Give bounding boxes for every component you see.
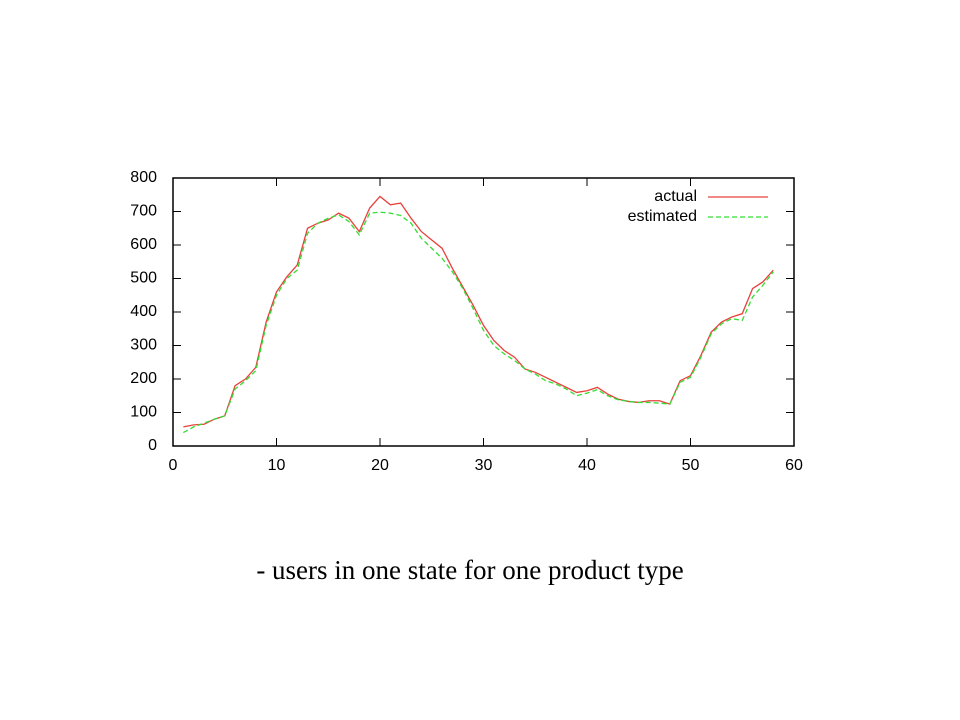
x-tick-label: 10 — [268, 457, 286, 474]
x-tick-label: 0 — [169, 457, 178, 474]
x-tick-label: 50 — [682, 457, 700, 474]
series-line — [183, 195, 774, 428]
y-tick-label: 600 — [130, 236, 157, 253]
legend-label: actual — [654, 188, 697, 205]
x-tick-label: 30 — [475, 457, 493, 474]
y-tick-label: 0 — [148, 437, 157, 454]
y-tick-label: 800 — [130, 169, 157, 186]
x-tick-label: 60 — [785, 457, 803, 474]
legend-label: estimated — [628, 208, 697, 225]
series-line — [183, 211, 774, 434]
x-tick-label: 20 — [371, 457, 389, 474]
y-tick-label: 400 — [130, 303, 157, 320]
plot-frame — [172, 177, 795, 447]
y-tick-label: 700 — [130, 203, 157, 220]
y-tick-label: 300 — [130, 337, 157, 354]
y-tick-label: 100 — [130, 404, 157, 421]
y-tick-label: 200 — [130, 370, 157, 387]
x-tick-label: 40 — [578, 457, 596, 474]
caption: - users in one state for one product typ… — [256, 555, 683, 585]
y-tick-label: 500 — [130, 270, 157, 287]
